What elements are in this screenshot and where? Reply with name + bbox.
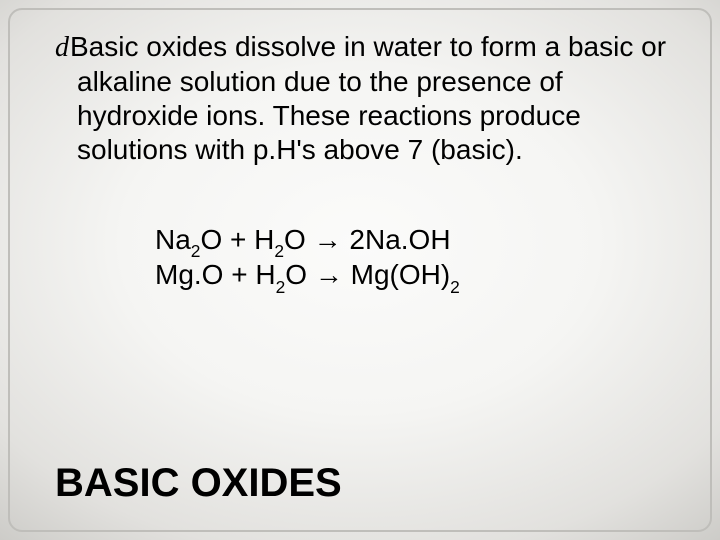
eq1-prod-coef: 2 [349, 224, 365, 255]
bullet-icon: d [55, 32, 65, 63]
eq2-reactant2-tail: O [285, 259, 307, 290]
eq1-arrow: → [306, 224, 350, 255]
eq2-arrow: → [307, 259, 351, 290]
eq1-reactant2-base: H [254, 224, 274, 255]
eq2-reactant2-sub: 2 [276, 277, 286, 297]
eq1-reactant1-tail: O [200, 224, 222, 255]
equation-2: Mg.O + H2O → Mg(OH)2 [155, 257, 670, 293]
body-text: Basic oxides dissolve in water to form a… [70, 31, 666, 165]
eq1-reactant1-sub: 2 [191, 241, 201, 261]
equations-block: Na2O + H2O → 2Na.OH Mg.O + H2O → Mg(OH)2 [155, 222, 670, 294]
eq2-product: Mg(OH) [351, 259, 451, 290]
eq1-reactant2-sub: 2 [274, 241, 284, 261]
eq2-plus: + [223, 259, 255, 290]
equation-1: Na2O + H2O → 2Na.OH [155, 222, 670, 258]
slide-title: BASIC OXIDES [55, 461, 342, 506]
eq1-plus: + [222, 224, 254, 255]
body-paragraph: dBasic oxides dissolve in water to form … [55, 30, 670, 168]
eq1-reactant1-base: Na [155, 224, 191, 255]
eq2-reactant1: Mg.O [155, 259, 223, 290]
eq2-reactant2-base: H [255, 259, 275, 290]
eq2-product-sub: 2 [450, 277, 460, 297]
content-area: dBasic oxides dissolve in water to form … [55, 30, 670, 293]
eq1-reactant2-tail: O [284, 224, 306, 255]
eq1-product: Na.OH [365, 224, 451, 255]
